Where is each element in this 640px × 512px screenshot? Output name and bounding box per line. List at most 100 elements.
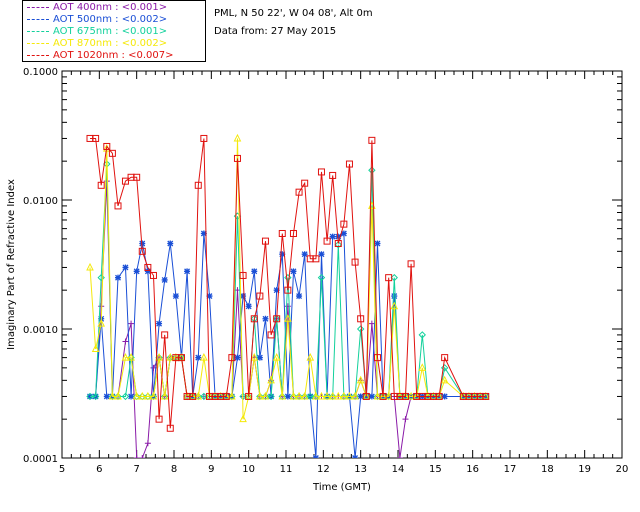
data-point	[172, 293, 179, 300]
triangle-marker	[317, 391, 326, 400]
asterisk-marker	[128, 393, 135, 400]
data-point	[418, 363, 427, 371]
x-tick-label: 13	[354, 464, 367, 475]
triangle-marker	[144, 391, 152, 400]
plot-area	[86, 133, 490, 458]
data-point	[166, 424, 174, 432]
triangle-marker	[396, 391, 404, 400]
data-point	[390, 273, 398, 282]
asterisk-marker	[482, 393, 489, 400]
data-point	[345, 160, 353, 168]
triangle-marker	[278, 391, 287, 400]
square-marker	[441, 354, 449, 362]
triangle-marker	[211, 391, 219, 400]
data-point	[206, 293, 213, 300]
data-point	[272, 352, 281, 361]
data-point	[132, 391, 141, 400]
legend-item-1020nm: AOT 1020nm : <0.007>	[27, 50, 173, 62]
legend-swatch	[27, 18, 49, 20]
data-point	[289, 229, 297, 237]
data-point	[323, 237, 331, 245]
square-marker	[245, 392, 253, 400]
asterisk-marker	[122, 264, 129, 271]
asterisk-marker	[161, 276, 168, 283]
square-marker	[256, 292, 264, 300]
data-point	[440, 375, 449, 384]
data-point	[115, 274, 121, 281]
data-point	[396, 455, 403, 458]
square-marker	[284, 286, 292, 294]
square-marker	[161, 331, 169, 339]
square-marker	[278, 229, 286, 237]
y-axis-label: Imaginary Part of Refractive Index	[6, 179, 17, 350]
square-marker	[373, 354, 381, 362]
data-point	[340, 391, 348, 400]
square-marker	[368, 136, 376, 144]
triangle-marker	[362, 391, 371, 400]
data-point	[156, 320, 163, 327]
data-point	[351, 258, 359, 266]
triangle-marker	[295, 391, 303, 400]
square-marker	[385, 274, 393, 282]
triangle-marker	[166, 352, 175, 361]
diamond-marker	[356, 325, 365, 333]
legend-swatch	[27, 6, 49, 8]
data-point	[239, 271, 247, 279]
data-point	[412, 391, 421, 400]
x-tick-label: 11	[280, 464, 293, 475]
square-marker	[261, 237, 269, 245]
triangle-marker	[440, 375, 449, 384]
data-point	[368, 320, 375, 327]
plus-marker	[396, 455, 403, 458]
data-point	[188, 391, 197, 400]
data-point	[183, 391, 191, 400]
triangle-marker	[328, 391, 337, 400]
data-point	[256, 391, 264, 400]
legend-label: AOT 500nm : <0.002>	[53, 14, 168, 25]
triangle-marker	[194, 391, 203, 400]
diamond-marker	[91, 392, 100, 401]
asterisk-marker	[245, 303, 252, 310]
legend-label: AOT 400nm : <0.001>	[53, 2, 168, 13]
triangle-marker	[373, 391, 382, 400]
data-point	[407, 260, 415, 268]
data-point	[149, 391, 158, 400]
y-tick-label: 0.0100	[23, 196, 58, 207]
triangle-marker	[114, 391, 122, 400]
data-point	[128, 393, 135, 400]
data-point	[273, 315, 281, 323]
triangle-marker	[267, 375, 275, 384]
asterisk-marker	[103, 393, 110, 400]
data-point	[97, 181, 105, 189]
square-marker	[228, 354, 236, 362]
triangle-marker	[108, 391, 117, 400]
triangle-marker	[401, 391, 410, 400]
square-marker	[312, 255, 320, 263]
data-point	[340, 220, 348, 228]
data-point	[273, 287, 280, 294]
plus-marker	[402, 416, 409, 423]
data-point	[391, 293, 398, 300]
data-point	[317, 391, 326, 400]
triangle-marker	[412, 391, 421, 400]
diamond-marker	[390, 273, 398, 282]
data-point	[200, 230, 207, 237]
asterisk-marker	[301, 251, 308, 258]
data-point	[435, 391, 443, 400]
data-point	[362, 391, 371, 400]
data-point	[482, 393, 489, 400]
data-point	[250, 315, 258, 323]
data-point	[401, 391, 410, 400]
square-marker	[379, 392, 387, 400]
data-point	[267, 375, 275, 384]
data-point	[362, 392, 370, 400]
square-marker	[138, 247, 146, 255]
square-marker	[233, 154, 241, 162]
legend-swatch	[27, 54, 49, 56]
data-point	[194, 181, 202, 189]
diamond-marker	[317, 273, 326, 282]
data-point	[194, 391, 203, 400]
data-point	[205, 391, 214, 400]
data-point	[374, 240, 381, 247]
x-axis-label: Time (GMT)	[312, 482, 371, 493]
